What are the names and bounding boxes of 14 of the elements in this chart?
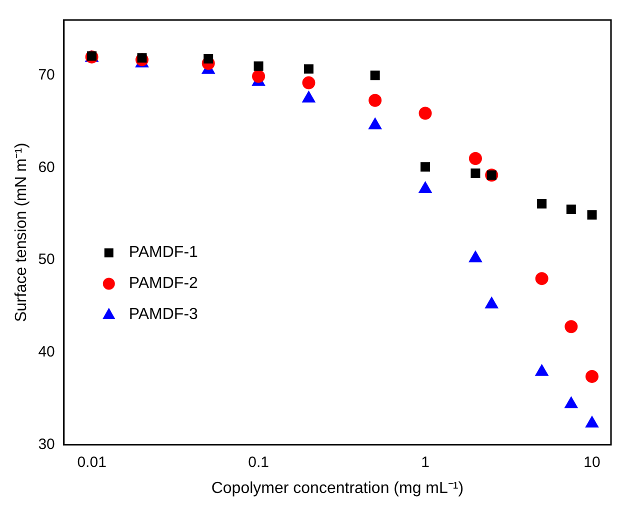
x-tick-label: 1 xyxy=(421,454,430,471)
x-tick-label: 10 xyxy=(584,454,600,471)
legend-label: PAMDF-3 xyxy=(128,306,198,324)
y-tick-label: 60 xyxy=(38,158,55,176)
y-tick-label: 50 xyxy=(38,251,55,268)
y-tick-label: 40 xyxy=(38,344,55,361)
x-tick-label: 0.01 xyxy=(77,454,106,471)
x-tick-label: 0.1 xyxy=(248,454,269,471)
x-axis-title: Copolymer concentration (mg mL⁻¹) xyxy=(211,480,464,497)
y-tick-label: 70 xyxy=(38,66,55,84)
legend-label: PAMDF-1 xyxy=(128,244,198,262)
legend-label: PAMDF-2 xyxy=(128,275,198,292)
y-tick-label: 30 xyxy=(38,436,55,453)
y-axis-title: Surface tension (mN m⁻¹) xyxy=(13,142,30,322)
